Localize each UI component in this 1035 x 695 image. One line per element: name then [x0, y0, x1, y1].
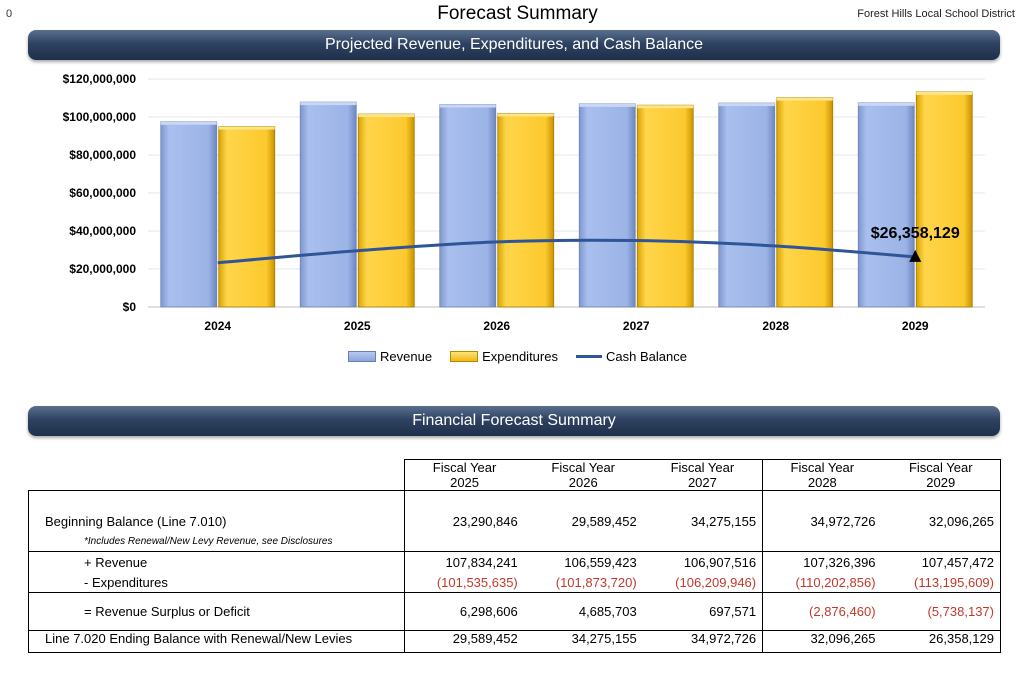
legend-revenue-label: Revenue — [380, 349, 433, 364]
y-tick-label: $100,000,000 — [63, 110, 137, 124]
bar-expenditures — [776, 97, 834, 308]
annotation-label: $26,358,129 — [871, 225, 960, 242]
expenditures-row-label: - Expenditures — [27, 572, 405, 593]
annotation-marker — [909, 249, 922, 262]
bar-expenditures-cap — [776, 97, 833, 101]
table-row-note: *Includes Renewal/New Levy Revenue, see … — [27, 531, 1001, 552]
beginning-balance-label: Beginning Balance (Line 7.010) — [27, 511, 405, 531]
bar-expenditures-cap — [916, 91, 973, 95]
header-fy-2028: Fiscal Year 2028 — [762, 459, 882, 491]
revenue-row-label: + Revenue — [27, 551, 405, 572]
bar-revenue — [718, 102, 776, 308]
bar-revenue — [299, 101, 357, 308]
bar-expenditures-cap — [358, 114, 415, 118]
y-tick-label: $120,000,000 — [63, 72, 137, 86]
bar-expenditures — [357, 113, 415, 308]
header-fy-2026: Fiscal Year 2026 — [523, 459, 643, 491]
x-tick-label: 2028 — [762, 319, 789, 333]
financial-forecast-table: Fiscal Year 2025 Fiscal Year 2026 Fiscal Y… — [27, 459, 1001, 653]
table-header-row: Fiscal Year 2025 Fiscal Year 2026 Fiscal Y… — [28, 459, 1001, 491]
bar-expenditures — [636, 104, 694, 308]
bar-revenue — [578, 103, 636, 308]
disclosure-note: *Includes Renewal/New Levy Revenue, see … — [27, 531, 405, 552]
table-banner: Financial Forecast Summary — [28, 406, 1000, 436]
page-title: Forecast Summary — [437, 3, 598, 24]
expenditures-swatch — [450, 351, 479, 362]
bar-revenue-cap — [858, 102, 915, 106]
legend-expenditures-label: Expenditures — [482, 349, 558, 364]
district-name: Forest Hills Local School District — [857, 8, 1015, 20]
bar-revenue — [857, 102, 915, 308]
y-tick-label: $60,000,000 — [69, 186, 136, 200]
x-tick-label: 2025 — [344, 319, 371, 333]
y-tick-label: $0 — [123, 300, 137, 314]
bar-revenue-cap — [300, 102, 357, 106]
forecast-chart: $0 $20,000,000 $40,000,000 $60,000,000 $80,0… — [63, 72, 985, 333]
header-fy-2029: Fiscal Year 2029 — [881, 459, 1001, 491]
table-row-revenue: + Revenue 107,834,241 106,559,423 106,90… — [27, 551, 1001, 572]
cash-balance-line — [217, 238, 916, 265]
ending-balance-label: Line 7.020 Ending Balance with Renewal/N… — [27, 630, 405, 653]
legend-expenditures: Expenditures — [450, 349, 558, 364]
bar-expenditures-cap — [497, 113, 554, 117]
x-tick-label: 2026 — [483, 319, 510, 333]
corner-number: 0 — [6, 8, 13, 20]
chart-banner: Projected Revenue, Expenditures, and Cas… — [28, 30, 1000, 60]
table-row-ending-balance: Line 7.020 Ending Balance with Renewal/N… — [27, 630, 1001, 653]
spacer-row — [27, 490, 1001, 511]
table-row-surplus: = Revenue Surplus or Deficit 6,298,606 4… — [27, 592, 1001, 631]
bar-revenue-cap — [439, 104, 496, 108]
bar-revenue-cap — [160, 121, 217, 125]
header-fy-2027: Fiscal Year 2027 — [642, 459, 763, 491]
y-tick-label: $40,000,000 — [69, 224, 136, 238]
legend-revenue: Revenue — [348, 349, 432, 364]
bar-expenditures-cap — [637, 105, 694, 109]
bar-expenditures-cap — [218, 126, 275, 130]
legend-cash-balance: Cash Balance — [575, 349, 687, 364]
y-tick-label: $20,000,000 — [69, 262, 136, 276]
bar-revenue-cap — [579, 103, 636, 107]
surplus-row-label: = Revenue Surplus or Deficit — [27, 592, 405, 631]
table-row-expenditures: - Expenditures (101,535,635) (101,873,72… — [27, 572, 1001, 593]
bar-expenditures — [497, 113, 555, 308]
bar-revenue — [160, 121, 218, 308]
table-row-beginning-balance: Beginning Balance (Line 7.010) 23,290,84… — [27, 511, 1001, 531]
legend-cash-balance-label: Cash Balance — [605, 349, 687, 364]
bar-expenditures — [218, 126, 276, 308]
header-fy-2025: Fiscal Year 2025 — [404, 459, 524, 491]
x-tick-label: 2024 — [204, 319, 231, 333]
bar-revenue — [439, 104, 497, 308]
x-tick-label: 2029 — [902, 319, 929, 333]
cash-balance-swatch — [575, 355, 602, 358]
x-tick-label: 2027 — [623, 319, 650, 333]
chart-legend: Revenue Expenditures Cash Balance — [0, 349, 1035, 364]
bar-revenue-cap — [718, 103, 775, 107]
revenue-swatch — [348, 351, 377, 362]
bar-expenditures — [915, 91, 973, 308]
y-tick-label: $80,000,000 — [69, 148, 136, 162]
header-blank-cell — [28, 459, 405, 491]
